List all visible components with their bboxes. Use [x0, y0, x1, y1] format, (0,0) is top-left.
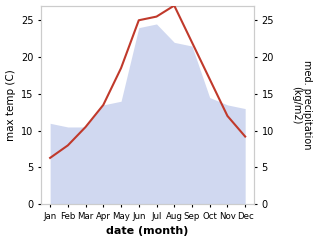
Y-axis label: med. precipitation
(kg/m2): med. precipitation (kg/m2) [291, 60, 313, 150]
X-axis label: date (month): date (month) [107, 227, 189, 236]
Y-axis label: max temp (C): max temp (C) [5, 69, 16, 141]
